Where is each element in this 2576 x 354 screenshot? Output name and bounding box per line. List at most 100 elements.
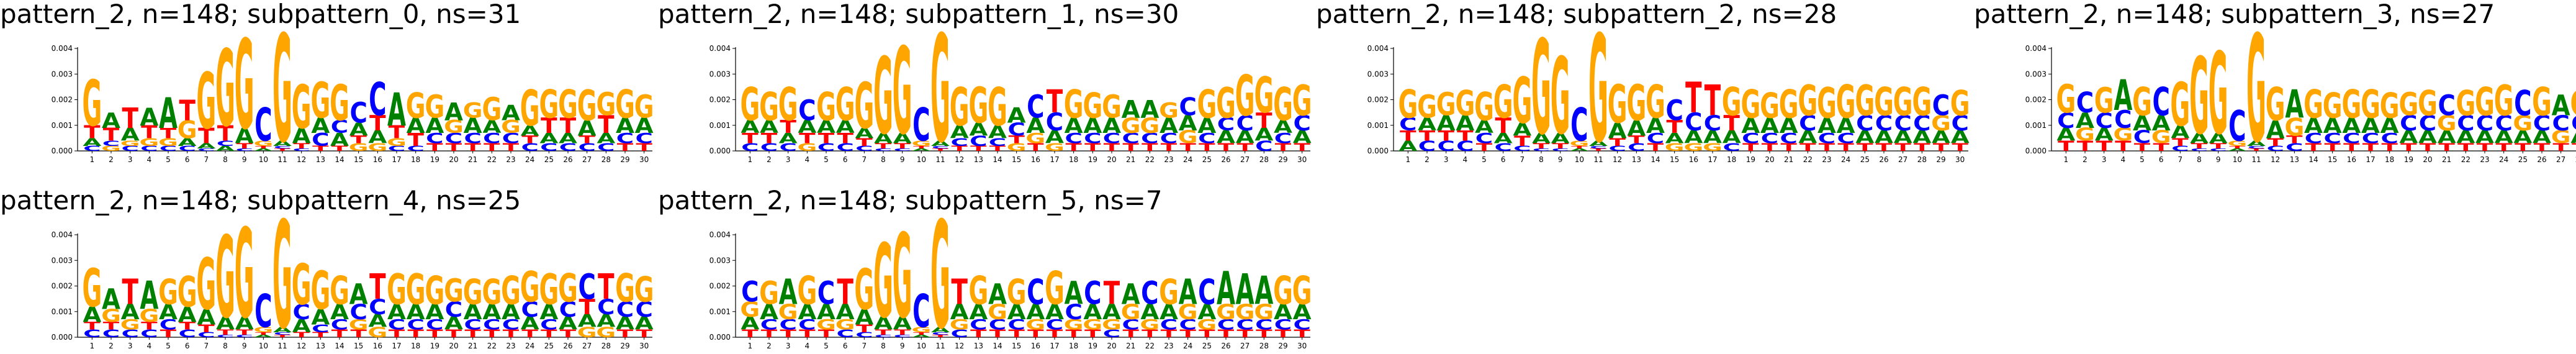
logo-letter-C: C [1274,317,1292,334]
x-tick-label: 9 [242,342,247,350]
logo-letter-A: A [931,139,950,147]
logo-letter-C: C [235,148,253,152]
logo-letter-G: G [1273,269,1293,314]
x-tick-label: 5 [166,155,171,164]
logo-letter-C: C [1198,131,1215,147]
logo-letter-T: T [179,320,196,332]
logo-letter-C: C [616,131,634,147]
logo-letter-T: T [1065,142,1082,154]
x-tick-label: 26 [2537,155,2546,164]
logo-letter-C: C [1742,131,1759,147]
y-tick-label: 0.001 [52,307,73,316]
logo-letter-G: G [253,139,273,147]
logo-letter-A: A [1045,299,1064,324]
logo-letter-A: A [616,314,635,334]
logo-letter-T: T [503,328,520,340]
logo-letter-A: A [874,314,893,334]
logo-letter-A: A [387,299,406,324]
x-tick-label: 25 [544,155,554,164]
logo-letter-T: T [446,142,462,154]
logo-letter-A: A [407,113,425,138]
x-tick-label: 25 [1202,342,1212,350]
x-tick-label: 18 [411,342,420,350]
logo-letter-A: A [760,299,778,324]
logo-letter-G: G [1007,142,1027,154]
logo-letter-A: A [874,131,893,147]
x-tick-label: 2 [2083,155,2087,164]
x-tick-label: 12 [297,342,306,350]
logo-letter-G: G [2456,83,2475,124]
logo-letter-G: G [1045,261,1065,315]
logo-letter-A: A [2171,122,2190,143]
logo-letter-G: G [634,88,654,125]
logo-letter-T: T [856,136,873,148]
x-tick-label: 2 [109,155,114,164]
logo-letter-T: T [1780,142,1797,154]
y-tick-label: 0.004 [1367,44,1389,53]
logo-letter-A: A [1197,113,1216,138]
logo-letter-A: A [482,299,501,324]
x-tick-label: 14 [335,155,344,164]
logo-letter-A: A [121,299,140,324]
logo-letter-G: G [988,299,1007,324]
logo-letter-C: C [121,145,138,153]
logo-letter-G: G [1025,131,1045,147]
logo-letter-A: A [597,131,616,147]
y-tick-label: 0.001 [709,307,731,316]
logo-letter-T: T [1876,142,1893,154]
logo-letter-C: C [2438,89,2455,122]
logo-letter-T: T [1495,113,1511,138]
x-tick-label: 5 [166,342,171,350]
logo-letter-C: C [836,142,853,154]
logo-letter-A: A [1007,299,1026,324]
logo-letter-C: C [932,145,949,150]
logo-letter-T: T [837,131,853,147]
logo-letter-C: C [217,139,234,147]
x-tick-label: 11 [277,155,287,164]
logo-letter-A: A [539,299,558,324]
logo-letter-G: G [463,272,483,312]
x-tick-label: 15 [1012,342,1021,350]
logo-letter-G: G [835,78,855,131]
logo-letter-T: T [103,125,119,145]
x-tick-label: 25 [1202,155,1212,164]
logo-letter-T: T [369,267,385,307]
logo-letter-T: T [1047,83,1063,120]
x-tick-label: 22 [1145,155,1155,164]
logo-letter-G: G [120,317,140,334]
logo-letter-C: C [2228,102,2246,152]
x-tick-label: 19 [1746,155,1755,164]
logo-letter-T: T [464,142,481,154]
logo-letter-A: A [969,299,988,324]
logo-letter-T: T [636,328,652,340]
logo-letter-C: C [2419,111,2436,135]
logo-letter-A: A [1589,139,1608,147]
logo-letter-A: A [292,124,311,148]
logo-letter-G: G [797,142,817,154]
logo-letter-T: T [560,328,577,340]
logo-letter-T: T [1104,142,1120,154]
logo-letter-C: C [1570,98,1588,152]
logo-letter-G: G [816,85,836,130]
logo-letter-A: A [950,299,969,324]
logo-letter-T: T [951,272,967,312]
logo-letter-A: A [1741,113,1760,138]
x-tick-label: 9 [2216,155,2221,164]
x-tick-label: 1 [90,342,95,350]
logo-letter-T: T [1571,145,1588,150]
logo-letter-G: G [253,325,273,334]
